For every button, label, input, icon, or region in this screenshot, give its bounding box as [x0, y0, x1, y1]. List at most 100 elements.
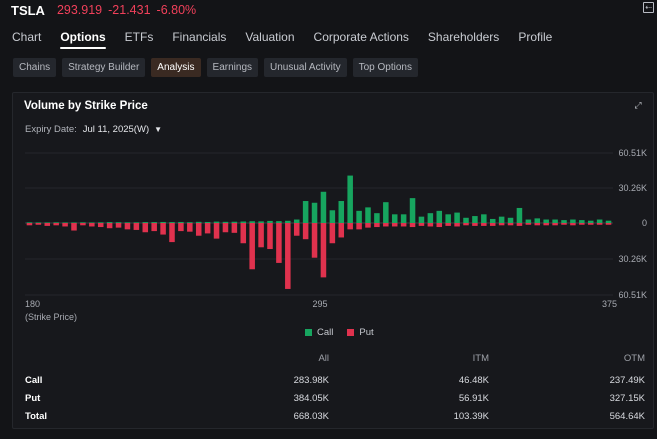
- call-bar: [222, 221, 229, 223]
- call-otm: 237.49K: [609, 375, 645, 386]
- price-change: -21.431: [108, 3, 151, 17]
- expiry-selector[interactable]: Expiry Date: Jul 11, 2025(W) ▼: [25, 124, 162, 135]
- tab-options[interactable]: Options: [60, 30, 107, 49]
- call-bar: [320, 191, 327, 223]
- put-bar: [320, 223, 327, 278]
- tab-etfs[interactable]: ETFs: [124, 30, 154, 44]
- tab-chart[interactable]: Chart: [12, 30, 42, 44]
- put-bar: [293, 223, 300, 236]
- call-bar: [62, 222, 68, 224]
- put-bar: [35, 223, 42, 225]
- put-bar: [534, 223, 541, 226]
- call-bar: [481, 214, 487, 223]
- call-bar: [472, 216, 478, 223]
- call-bar: [142, 222, 149, 223]
- put-bar: [365, 223, 371, 228]
- subtab-strategy-builder[interactable]: Strategy Builder: [62, 58, 146, 77]
- put-bar: [418, 223, 425, 226]
- options-sub-tabs: Chains Strategy Builder Analysis Earning…: [13, 58, 418, 77]
- call-bar: [400, 214, 407, 223]
- put-bar: [338, 223, 345, 238]
- tab-valuation[interactable]: Valuation: [245, 30, 295, 44]
- legend-item-put[interactable]: Put: [347, 327, 374, 338]
- call-bar: [445, 214, 451, 223]
- put-bar: [133, 223, 140, 230]
- put-bar: [400, 223, 407, 227]
- total-all: 668.03K: [293, 411, 329, 422]
- call-bar: [133, 222, 140, 224]
- x-tick-label: 295: [312, 299, 327, 309]
- call-bar: [169, 222, 175, 223]
- call-bar: [552, 219, 558, 223]
- put-bar: [561, 223, 567, 225]
- subtab-earnings[interactable]: Earnings: [206, 58, 259, 77]
- chart-legend: Call Put: [305, 327, 374, 338]
- call-bar: [35, 222, 42, 224]
- call-bar: [231, 221, 238, 223]
- call-bar: [356, 210, 362, 223]
- caret-down-icon: ▼: [154, 125, 163, 134]
- call-bar: [26, 222, 33, 224]
- volume-by-strike-card: 60.51K 30.26K 0 30.26K 60.51K 180 295 375 (Strik…: [12, 92, 654, 429]
- put-bar: [579, 223, 585, 225]
- call-bar: [89, 222, 95, 224]
- put-all: 384.05K: [293, 393, 329, 404]
- subtab-unusual-activity[interactable]: Unusual Activity: [264, 58, 347, 77]
- call-bar: [543, 219, 549, 223]
- call-bar: [71, 222, 77, 224]
- put-bar: [97, 223, 104, 228]
- put-bar: [195, 223, 202, 236]
- call-bar: [454, 212, 460, 223]
- call-bar: [489, 218, 496, 223]
- call-bar: [338, 201, 345, 223]
- y-tick-label: 30.26K: [618, 254, 647, 264]
- put-bar: [285, 223, 291, 289]
- panel-toggle-icon[interactable]: ⇠: [643, 2, 654, 13]
- y-tick-label: 60.51K: [618, 290, 647, 300]
- col-header-all: All: [318, 353, 329, 364]
- card-title: Volume by Strike Price: [24, 100, 148, 112]
- put-bar: [151, 223, 157, 232]
- put-bar: [347, 223, 353, 230]
- subtab-chains[interactable]: Chains: [13, 58, 57, 77]
- put-bar: [249, 223, 255, 270]
- volume-summary-table: All ITM OTM Call 283.98K 46.48K 237.49K …: [13, 93, 655, 430]
- call-bar: [285, 220, 291, 223]
- put-bar: [302, 223, 309, 240]
- volume-chart: 60.51K 30.26K 0 30.26K 60.51K 180 295 375 (Strik…: [25, 148, 647, 322]
- tab-shareholders[interactable]: Shareholders: [427, 30, 500, 44]
- call-bar: [374, 213, 380, 223]
- put-bar: [427, 223, 434, 227]
- put-bar: [525, 223, 532, 225]
- legend-item-call[interactable]: Call: [305, 327, 333, 338]
- row-label-call: Call: [25, 375, 43, 386]
- call-bar: [44, 222, 51, 224]
- row-label-total: Total: [25, 411, 47, 422]
- call-bar: [347, 175, 353, 223]
- x-tick-label: 180: [25, 299, 40, 309]
- call-bar: [534, 218, 541, 223]
- tab-financials[interactable]: Financials: [172, 30, 227, 44]
- put-bar: [267, 223, 273, 250]
- call-bar: [418, 216, 425, 223]
- y-tick-label: 0: [642, 218, 647, 228]
- call-bar: [587, 220, 594, 223]
- total-itm: 103.39K: [453, 411, 489, 422]
- expand-icon[interactable]: ⤢: [634, 100, 642, 110]
- put-bar: [374, 223, 380, 228]
- put-bar: [516, 223, 523, 226]
- subtab-analysis[interactable]: Analysis: [151, 58, 201, 77]
- put-bar: [222, 223, 229, 233]
- call-bar: [391, 214, 398, 223]
- call-bar: [436, 210, 443, 223]
- tab-profile[interactable]: Profile: [518, 30, 553, 44]
- y-tick-label: 60.51K: [618, 148, 647, 158]
- call-bar: [570, 219, 576, 223]
- put-bar: [258, 223, 264, 248]
- put-bar: [71, 223, 77, 231]
- put-bar: [329, 223, 336, 244]
- subtab-top-options[interactable]: Top Options: [352, 58, 418, 77]
- tab-corporate-actions[interactable]: Corporate Actions: [313, 30, 409, 44]
- call-bar: [329, 210, 336, 223]
- put-bar: [53, 223, 59, 226]
